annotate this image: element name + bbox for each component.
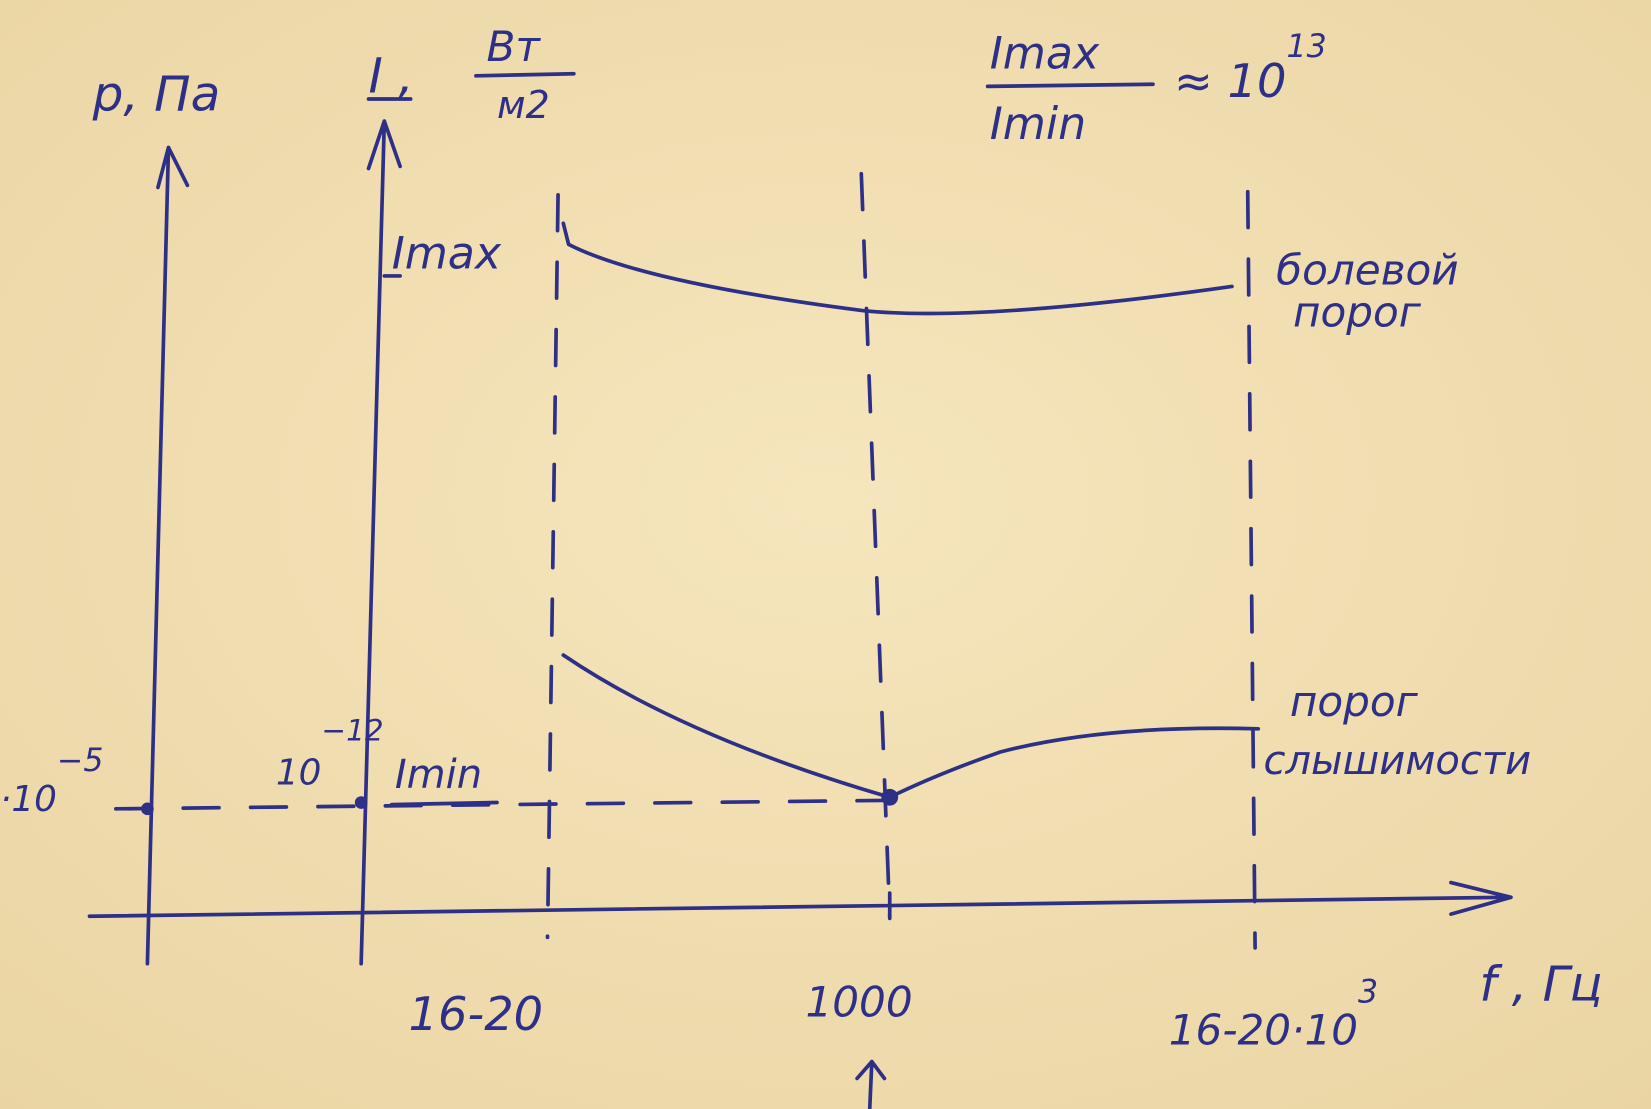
ratio-exponent: 13 bbox=[1287, 29, 1327, 65]
pain-threshold-label: порог bbox=[1293, 287, 1422, 336]
point bbox=[355, 796, 368, 809]
frequency-tick-base: 16-20 bbox=[409, 987, 544, 1041]
intensity-unit-top: Вт bbox=[486, 22, 541, 71]
diagram: p, Па I , Вт м2 f , Гц Imax Imin ≈ 1013 … bbox=[0, 0, 1651, 1109]
frequency-tick-exponent: 3 bbox=[1358, 975, 1378, 1011]
point bbox=[141, 803, 154, 816]
underline bbox=[392, 803, 497, 805]
fraction-bar bbox=[988, 84, 1153, 86]
imin-value-exponent: −12 bbox=[321, 713, 383, 747]
imin-label: Imin bbox=[395, 752, 482, 798]
imin-value-base: 10 bbox=[276, 753, 322, 794]
pressure-value-exponent: −5 bbox=[57, 743, 104, 779]
hearing-threshold-label: порог bbox=[1290, 677, 1419, 726]
pressure-label: p, Па bbox=[92, 67, 221, 123]
frequency-label: f , Гц bbox=[1479, 957, 1602, 1013]
pressure-value-base: ·10 bbox=[0, 779, 57, 820]
ratio-numerator: Imax bbox=[990, 28, 1100, 79]
point bbox=[881, 789, 898, 806]
hearing-threshold-label: слышимости bbox=[1264, 738, 1532, 784]
imax-label: Imax bbox=[392, 229, 502, 280]
frequency-tick-label: 16-20 bbox=[409, 987, 544, 1041]
frequency-tick-base: 1000 bbox=[805, 977, 912, 1026]
paper bbox=[0, 0, 1651, 1109]
intensity-unit-bottom: м2 bbox=[497, 83, 550, 127]
intensity-symbol: I , bbox=[369, 49, 414, 105]
ratio-relation-base: ≈ 10 bbox=[1174, 54, 1286, 108]
ratio-denominator: Imin bbox=[990, 99, 1086, 150]
fraction-bar bbox=[476, 74, 574, 76]
frequency-tick-base: 16-20·10 bbox=[1169, 1006, 1358, 1055]
frequency-tick-label: 1000 bbox=[805, 977, 912, 1026]
